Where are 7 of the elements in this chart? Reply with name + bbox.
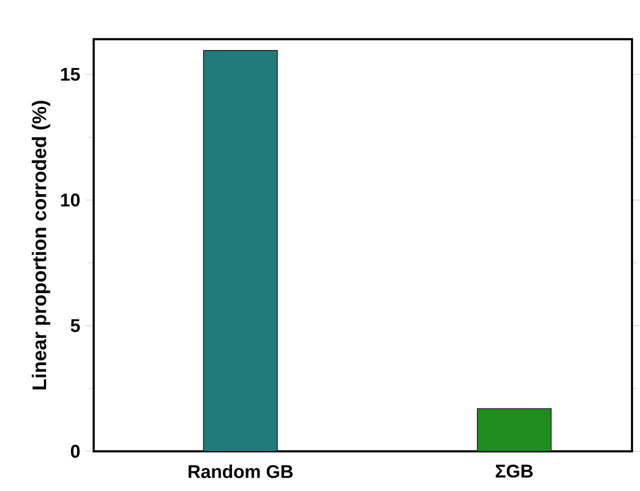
- y-tick-label: 15: [61, 68, 80, 81]
- x-tick-label: Random GB: [188, 464, 293, 478]
- y-tick-label: 5: [70, 319, 80, 332]
- y-tick-label: 0: [70, 444, 80, 458]
- y-axis-title: Linear proportion corroded (%): [32, 100, 50, 390]
- x-tick-label: ΣGB: [496, 464, 533, 478]
- y-tick-label: 10: [61, 194, 80, 207]
